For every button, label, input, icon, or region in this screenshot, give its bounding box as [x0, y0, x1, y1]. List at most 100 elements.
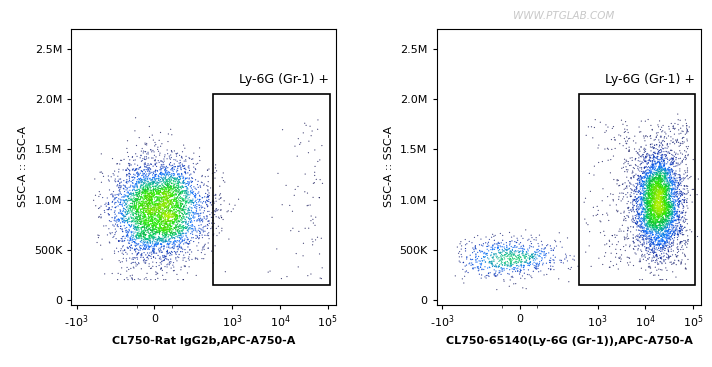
Point	[116, 236, 127, 242]
Point	[662, 211, 674, 217]
Point	[650, 196, 661, 202]
Point	[177, 220, 188, 226]
Point	[659, 245, 670, 251]
Point	[680, 242, 691, 248]
Point	[661, 184, 672, 190]
Point	[639, 200, 651, 206]
Point	[637, 225, 649, 230]
Point	[640, 230, 651, 236]
Point	[645, 132, 656, 138]
Point	[649, 142, 660, 148]
Point	[654, 182, 666, 188]
Point	[129, 204, 140, 210]
Point	[666, 211, 678, 217]
Point	[142, 254, 153, 260]
Point	[630, 234, 642, 240]
Point	[652, 207, 664, 212]
Point	[169, 218, 180, 224]
Point	[642, 117, 654, 123]
Point	[155, 188, 166, 193]
Point	[637, 209, 648, 215]
Point	[644, 219, 656, 225]
Point	[659, 193, 671, 199]
Point	[676, 239, 687, 244]
Point	[644, 155, 656, 160]
Point	[498, 260, 510, 266]
Point	[138, 207, 150, 213]
Point	[556, 244, 567, 250]
Point	[124, 240, 135, 246]
Point	[649, 181, 660, 187]
Point	[152, 181, 164, 187]
Point	[659, 156, 670, 162]
Point	[201, 195, 213, 200]
Point	[200, 200, 211, 206]
Point	[654, 163, 666, 168]
Point	[141, 194, 152, 200]
Point	[654, 225, 666, 231]
Point	[641, 196, 652, 202]
Point	[651, 207, 663, 213]
Point	[657, 189, 669, 195]
Point	[153, 245, 164, 251]
Point	[643, 245, 654, 251]
Point	[646, 249, 658, 255]
Point	[674, 199, 685, 204]
Point	[654, 168, 665, 174]
Point	[202, 199, 214, 204]
Point	[198, 182, 209, 188]
Point	[661, 204, 672, 210]
Point	[654, 209, 665, 215]
Point	[648, 172, 659, 178]
Point	[158, 214, 169, 220]
Point	[114, 181, 125, 187]
Point	[177, 196, 188, 201]
Point	[654, 175, 665, 181]
Point	[115, 215, 127, 221]
Point	[126, 204, 137, 210]
Point	[665, 208, 676, 214]
Point	[661, 201, 672, 207]
Point	[138, 233, 150, 239]
Point	[692, 233, 703, 239]
Point	[676, 224, 688, 229]
Point	[640, 133, 651, 139]
Point	[678, 232, 689, 237]
Point	[182, 164, 194, 170]
Point	[159, 202, 170, 208]
Point	[656, 226, 667, 232]
Point	[128, 186, 140, 192]
Point	[649, 190, 661, 196]
Point	[157, 237, 169, 243]
Point	[120, 210, 131, 216]
Point	[105, 192, 117, 197]
Point	[166, 148, 177, 154]
Point	[135, 234, 147, 240]
Point	[681, 136, 693, 142]
Point	[646, 196, 657, 202]
Point	[154, 218, 165, 224]
Point	[644, 193, 656, 199]
Point	[647, 218, 659, 224]
Point	[545, 267, 556, 273]
Point	[126, 222, 137, 228]
Point	[644, 191, 655, 197]
Point	[521, 250, 533, 255]
Point	[641, 152, 652, 157]
Point	[648, 172, 659, 178]
Point	[137, 189, 148, 195]
Point	[184, 207, 195, 213]
Point	[609, 137, 621, 142]
Point	[659, 201, 671, 207]
Point	[162, 199, 174, 205]
Point	[183, 215, 194, 221]
Point	[145, 206, 156, 212]
Point	[141, 218, 152, 224]
Point	[153, 207, 164, 213]
Point	[122, 203, 133, 209]
Point	[659, 175, 670, 181]
Point	[491, 241, 502, 247]
Point	[639, 155, 651, 161]
Point	[141, 216, 152, 222]
Point	[130, 190, 142, 196]
